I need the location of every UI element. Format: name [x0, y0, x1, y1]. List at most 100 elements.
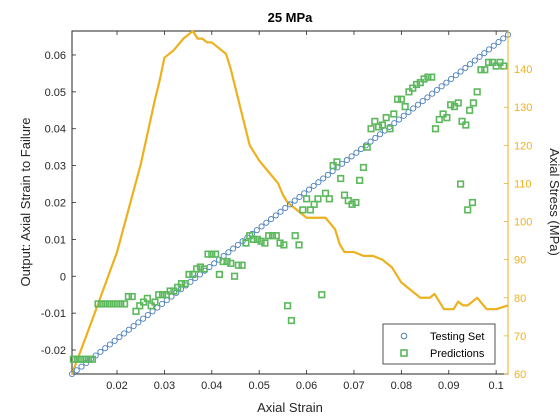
- prediction-point: [189, 270, 197, 279]
- prediction-point: [128, 292, 136, 301]
- testing-point: [410, 105, 417, 112]
- testing-point: [353, 149, 360, 156]
- testing-point: [452, 72, 459, 79]
- testing-point: [135, 319, 142, 326]
- legend-testing-marker: [400, 332, 408, 340]
- prediction-point: [477, 66, 485, 74]
- prediction-point: [77, 355, 85, 363]
- prediction-point: [473, 88, 481, 96]
- prediction-point: [124, 292, 132, 301]
- prediction-point: [234, 261, 242, 269]
- testing-point: [277, 208, 284, 215]
- prediction-point: [204, 250, 212, 258]
- testing-point: [106, 341, 113, 348]
- testing-point: [400, 112, 407, 119]
- prediction-point: [88, 355, 96, 363]
- prediction-point: [462, 121, 470, 129]
- prediction-point: [500, 62, 508, 70]
- prediction-point: [447, 101, 455, 109]
- prediction-point: [113, 300, 121, 308]
- testing-point: [111, 337, 118, 344]
- prediction-point: [468, 198, 477, 207]
- prediction-point: [84, 355, 93, 363]
- prediction-point: [121, 300, 129, 308]
- testing-point: [272, 212, 279, 219]
- prediction-point: [158, 291, 167, 299]
- prediction-point: [484, 58, 493, 66]
- chart-title: 25 MPa: [268, 10, 314, 25]
- testing-point: [315, 179, 322, 186]
- testing-point: [225, 249, 232, 256]
- testing-point: [291, 197, 298, 204]
- prediction-point: [314, 195, 322, 203]
- prediction-point: [177, 280, 186, 288]
- testing-point: [471, 57, 478, 64]
- prediction-point: [375, 123, 383, 131]
- prediction-point: [340, 191, 349, 199]
- testing-point: [467, 61, 474, 68]
- prediction-point: [302, 195, 311, 203]
- prediction-point: [337, 174, 345, 183]
- testing-point: [429, 90, 436, 97]
- prediction-point: [257, 237, 265, 245]
- testing-point: [433, 86, 440, 94]
- prediction-point: [439, 110, 447, 118]
- prediction-point: [424, 73, 432, 81]
- prediction-point: [193, 265, 201, 273]
- prediction-point: [457, 180, 465, 188]
- prediction-point: [291, 232, 299, 240]
- prediction-point: [181, 280, 189, 288]
- y-axis-left: -0.02 -0.01 0 0.01 0.02 0.03 0.04 0.05 0.06: [41, 50, 76, 357]
- prediction-point: [409, 84, 417, 92]
- prediction-point: [174, 283, 182, 291]
- prediction-point: [69, 355, 78, 363]
- prediction-point: [230, 272, 239, 280]
- prediction-point: [348, 200, 356, 208]
- testing-point: [424, 94, 431, 101]
- prediction-point: [170, 287, 178, 295]
- prediction-point: [249, 235, 258, 243]
- prediction-point: [359, 163, 368, 172]
- prediction-point: [261, 239, 269, 247]
- stress-line: [70, 29, 509, 375]
- testing-point: [414, 101, 422, 108]
- prediction-point: [272, 232, 280, 240]
- prediction-point: [109, 300, 117, 308]
- testing-point: [320, 175, 327, 182]
- testing-point: [462, 64, 469, 71]
- prediction-point: [284, 302, 292, 310]
- prediction-point: [329, 162, 337, 170]
- x-tick-label: 0.05: [248, 380, 269, 392]
- x-tick-label: 0.1: [489, 380, 504, 392]
- testing-point: [419, 98, 426, 105]
- testing-point: [391, 120, 398, 127]
- prediction-point: [242, 239, 250, 247]
- y2-tick-label: 60: [514, 369, 526, 381]
- prediction-point: [117, 300, 125, 308]
- prediction-point: [363, 143, 371, 151]
- y2-tick-label: 110: [514, 178, 532, 190]
- prediction-point: [443, 114, 451, 122]
- y2-tick-label: 90: [514, 255, 526, 267]
- y2-tick-label: 100: [514, 217, 532, 229]
- prediction-point: [435, 115, 443, 124]
- testing-point: [73, 367, 80, 374]
- prediction-point: [136, 302, 144, 310]
- prediction-point: [488, 58, 496, 66]
- prediction-point: [386, 125, 394, 133]
- prediction-point: [227, 259, 235, 267]
- predictions-markers: [69, 58, 508, 363]
- prediction-point: [356, 176, 364, 184]
- prediction-point: [367, 125, 375, 133]
- legend-predictions-label: Predictions: [430, 348, 485, 360]
- prediction-point: [94, 300, 102, 308]
- prediction-point: [378, 121, 387, 129]
- prediction-point: [139, 298, 148, 306]
- testing-point: [500, 35, 507, 42]
- testing-point: [348, 153, 355, 160]
- y2-tick-label: 80: [514, 293, 526, 305]
- prediction-point: [265, 232, 273, 240]
- prediction-point: [469, 99, 478, 107]
- prediction-point: [219, 257, 227, 266]
